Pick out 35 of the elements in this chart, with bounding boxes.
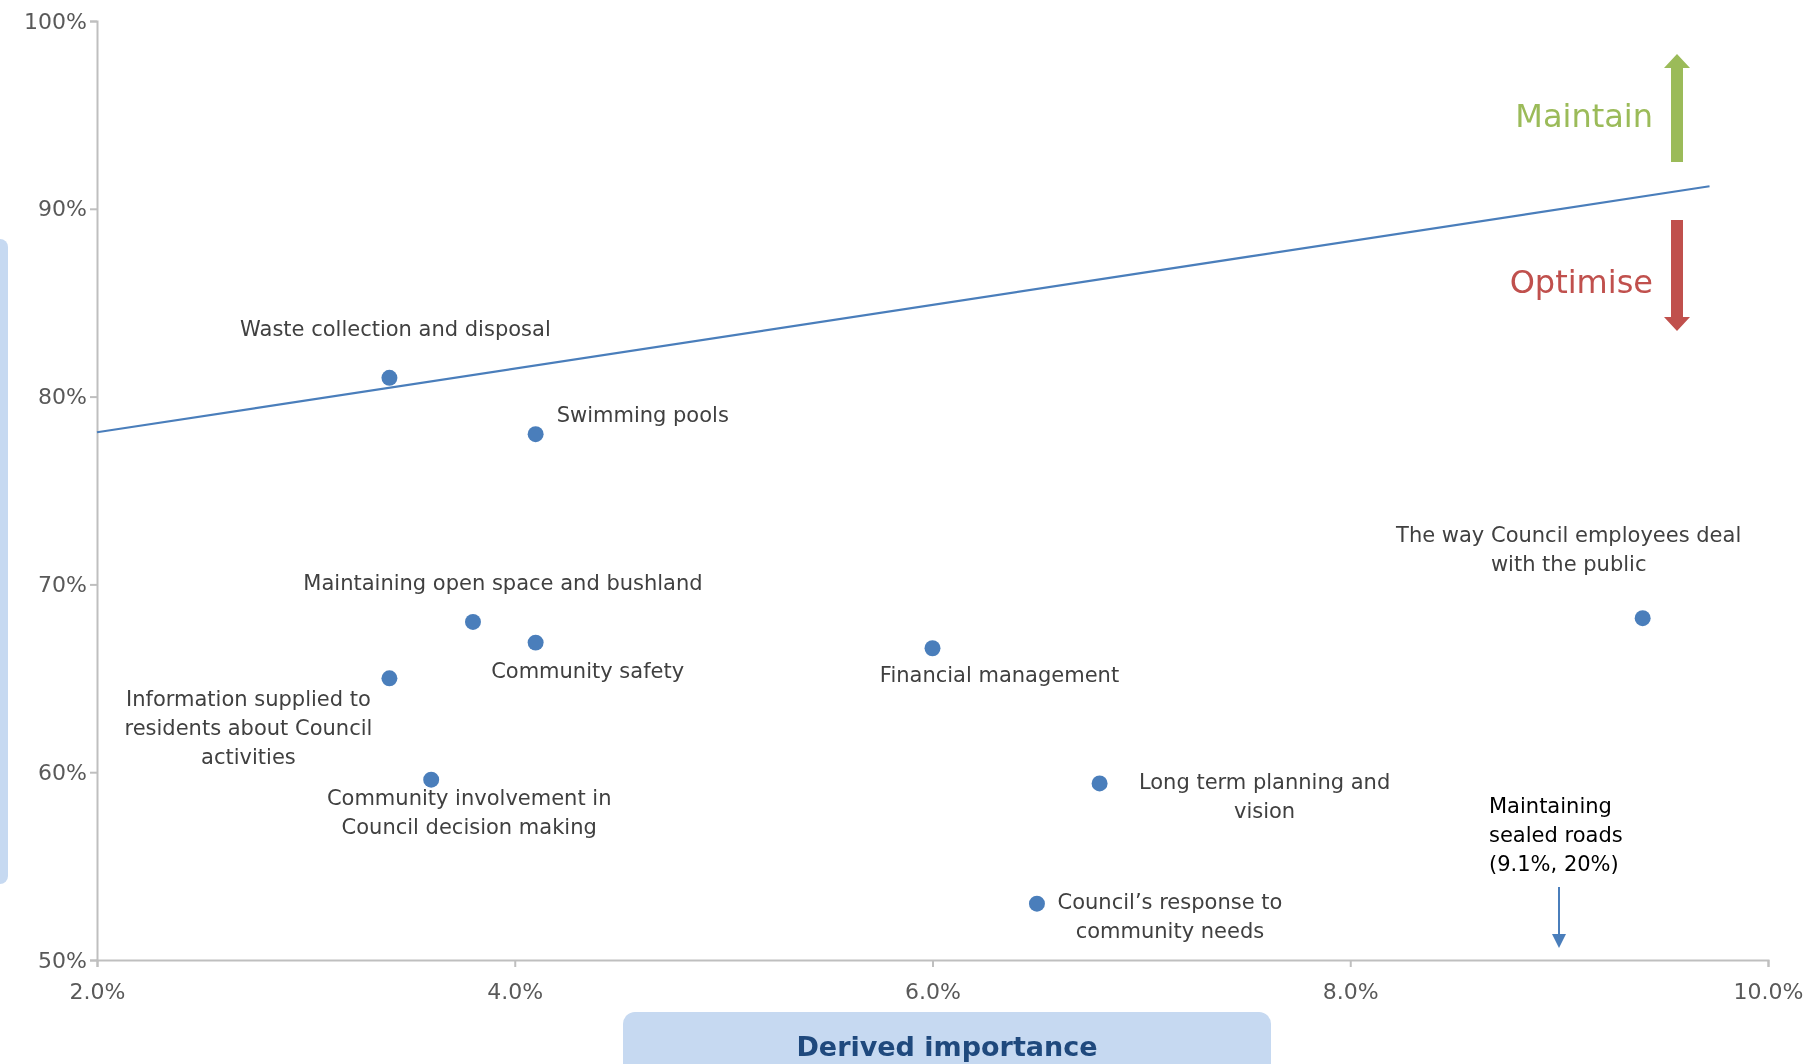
point	[465, 614, 481, 630]
annotation: Community safety	[491, 658, 685, 683]
annotation: Community involvement in Council decision making	[326, 785, 612, 839]
annotation: Long term planning and vision	[1138, 770, 1391, 824]
x-tick-label: 6.0%	[905, 978, 961, 1004]
point	[1028, 895, 1045, 912]
annotation: Council’s response to community needs	[1057, 889, 1283, 943]
point	[924, 640, 941, 657]
annotation: Financial management	[879, 663, 1120, 688]
y-tick-label: 80%	[38, 384, 87, 410]
point	[1634, 610, 1651, 627]
x-tick-label: 10.0%	[1733, 978, 1804, 1004]
x-tick-label: 4.0%	[487, 978, 544, 1004]
y-tick-label: 100%	[24, 8, 87, 34]
annotation: Optimise	[1509, 263, 1653, 302]
y-tick-label: 60%	[38, 759, 87, 785]
annotation: Maintaining sealed roads (9.1%, 20%)	[1489, 794, 1623, 876]
x-axis-title: Derived importance	[796, 1031, 1098, 1062]
y-tick-label: 70%	[38, 571, 87, 597]
x-tick-label: 8.0%	[1322, 978, 1379, 1004]
annotation: Information supplied to residents about Council activities	[124, 687, 373, 770]
point	[423, 771, 440, 788]
x-tick-label: 2.0%	[69, 978, 126, 1004]
point	[381, 670, 398, 687]
annotation: Waste collection and disposal	[240, 316, 551, 341]
y-tick-label: 90%	[38, 196, 87, 222]
annotation: The way Council employees deal with the public	[1395, 523, 1742, 577]
point	[527, 634, 544, 651]
annotation: Maintain	[1515, 97, 1653, 136]
annotation: Swimming pools	[556, 403, 729, 428]
y-tick-label: 50%	[38, 947, 87, 973]
point	[527, 426, 544, 443]
point	[381, 369, 398, 386]
point	[1091, 775, 1108, 792]
annotation: Maintaining open space and bushland	[303, 570, 703, 595]
